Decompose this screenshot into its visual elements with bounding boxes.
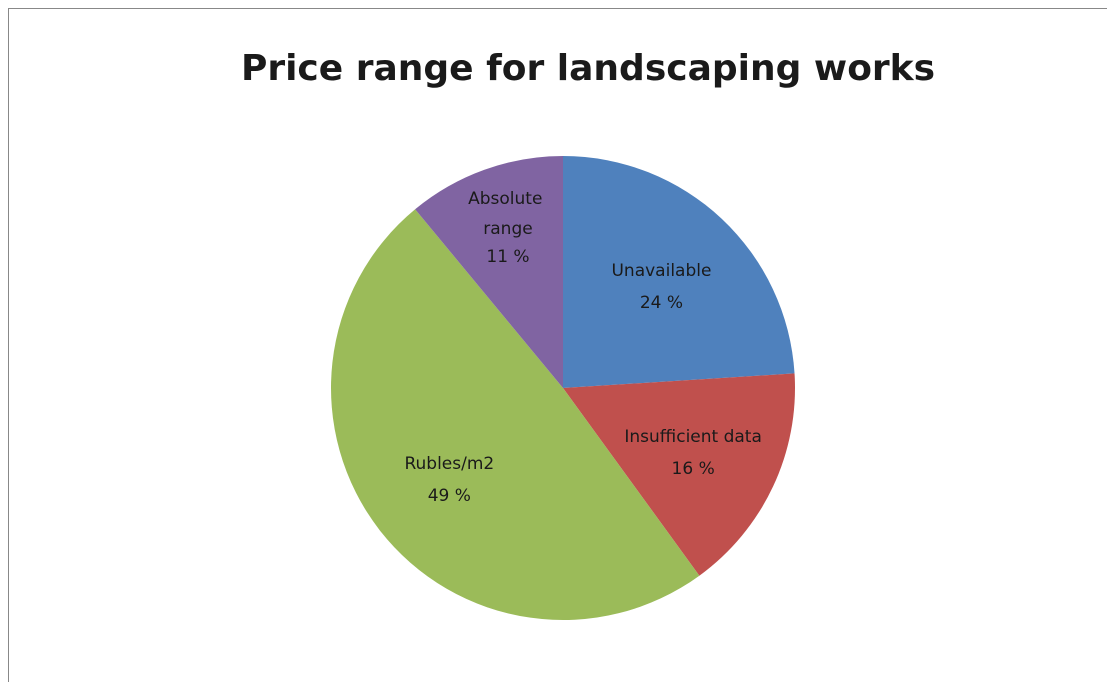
slice-value-label: 11 % — [486, 247, 529, 267]
slice-value-label: 16 % — [672, 459, 715, 479]
pie-slice — [563, 156, 795, 388]
slice-value-label: 24 % — [640, 293, 683, 313]
slice-label: Absolute range — [468, 189, 548, 239]
pie-slice — [331, 209, 700, 620]
slice-label: Rubles/m2 — [404, 454, 494, 474]
slice-label: Insufficient data — [624, 427, 762, 447]
chart-title: Price range for landscaping works — [241, 48, 935, 89]
slice-label: Unavailable — [611, 261, 711, 281]
slice-value-label: 49 % — [428, 486, 471, 506]
pie-slice — [415, 156, 563, 388]
pie-slice — [563, 373, 795, 576]
